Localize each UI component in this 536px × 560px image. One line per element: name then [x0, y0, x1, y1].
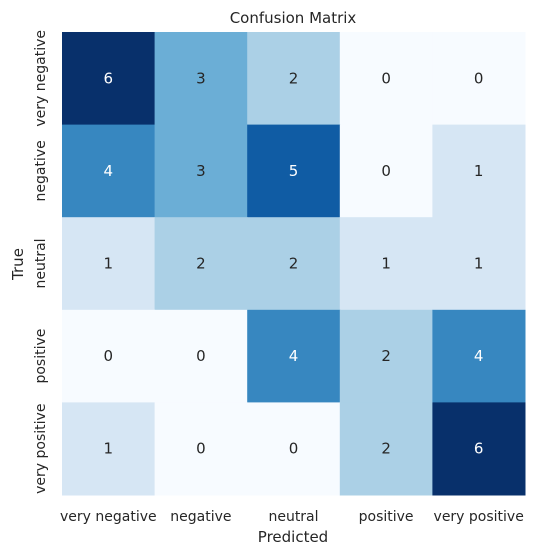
heatmap-cell-r0-c3 — [339, 32, 433, 126]
heatmap-cell-r3-c3 — [339, 309, 433, 403]
cell-value-r4-c0: 1 — [104, 440, 114, 458]
y-tick-label-1: negative — [33, 140, 49, 201]
x-tick-label-3: positive — [359, 509, 414, 525]
heatmap-cell-r3-c2 — [247, 309, 341, 403]
heatmap-cell-r4-c3 — [339, 402, 433, 496]
heatmap-cell-r3-c4 — [432, 309, 526, 403]
cell-value-r1-c4: 1 — [474, 162, 484, 180]
heatmap-cell-r4-c1 — [154, 402, 248, 496]
heatmap-cell-r4-c0 — [62, 402, 156, 496]
y-tick-labels: very negative negative neutral positive very… — [33, 30, 49, 494]
cell-value-r1-c3: 0 — [381, 162, 391, 180]
x-tick-labels: very negative negative neutral positive very… — [60, 509, 524, 525]
heatmap-cell-r3-c0 — [62, 309, 156, 403]
y-tick-label-2: neutral — [33, 238, 49, 288]
y-tick-label-0: very negative — [33, 30, 49, 127]
cell-value-r0-c4: 0 — [474, 69, 484, 87]
cell-value-r3-c1: 0 — [196, 347, 206, 365]
cell-value-r3-c3: 2 — [381, 347, 391, 365]
heatmap-cell-r0-c4 — [432, 32, 526, 126]
cell-value-r3-c4: 4 — [474, 347, 484, 365]
heatmap-cell-r1-c1 — [154, 124, 248, 218]
cell-value-r2-c4: 1 — [474, 255, 484, 273]
heatmap-cell-r0-c0 — [62, 32, 156, 126]
chart-title: Confusion Matrix — [230, 9, 357, 27]
cell-value-r2-c0: 1 — [104, 255, 114, 273]
heatmap-cell-r3-c1 — [154, 309, 248, 403]
cell-value-r2-c1: 2 — [196, 255, 206, 273]
y-tick-label-4: very positive — [33, 404, 49, 494]
heatmap-cell-r0-c2 — [247, 32, 341, 126]
x-tick-label-0: very negative — [60, 509, 157, 525]
y-tick-label-3: positive — [33, 329, 49, 384]
cell-value-r0-c0: 6 — [104, 69, 114, 87]
cell-value-r0-c2: 2 — [289, 69, 299, 87]
cell-value-r0-c1: 3 — [196, 69, 206, 87]
cell-value-r1-c2: 5 — [289, 162, 299, 180]
heatmap-cells: 6 3 2 0 0 4 3 5 0 1 1 2 2 1 1 0 0 4 2 4 1 0 0 2 6 — [62, 32, 526, 496]
cell-value-r4-c3: 2 — [381, 440, 391, 458]
cell-value-r2-c3: 1 — [381, 255, 391, 273]
heatmap-cell-r1-c4 — [432, 124, 526, 218]
heatmap-cell-r2-c1 — [154, 217, 248, 311]
heatmap-cell-r1-c3 — [339, 124, 433, 218]
cell-value-r1-c0: 4 — [104, 162, 114, 180]
cell-value-r3-c0: 0 — [104, 347, 114, 365]
cell-value-r4-c1: 0 — [196, 440, 206, 458]
heatmap-cell-r0-c1 — [154, 32, 248, 126]
x-axis-label: Predicted — [258, 528, 328, 546]
heatmap-cell-r2-c2 — [247, 217, 341, 311]
cell-value-r0-c3: 0 — [381, 69, 391, 87]
heatmap-cell-r1-c2 — [247, 124, 341, 218]
cell-value-r3-c2: 4 — [289, 347, 299, 365]
x-tick-label-1: negative — [170, 509, 231, 525]
x-tick-label-2: neutral — [268, 509, 318, 525]
heatmap-cell-r2-c4 — [432, 217, 526, 311]
cell-value-r1-c1: 3 — [196, 162, 206, 180]
x-tick-label-4: very positive — [434, 509, 524, 525]
heatmap-cell-r2-c3 — [339, 217, 433, 311]
cell-value-r4-c4: 6 — [474, 440, 484, 458]
heatmap-cell-r4-c2 — [247, 402, 341, 496]
heatmap-cell-r4-c4 — [432, 402, 526, 496]
cell-value-r4-c2: 0 — [289, 440, 299, 458]
heatmap-cell-r1-c0 — [62, 124, 156, 218]
heatmap-cell-r2-c0 — [62, 217, 156, 311]
cell-value-r2-c2: 2 — [289, 255, 299, 273]
y-axis-label: True — [9, 248, 27, 281]
